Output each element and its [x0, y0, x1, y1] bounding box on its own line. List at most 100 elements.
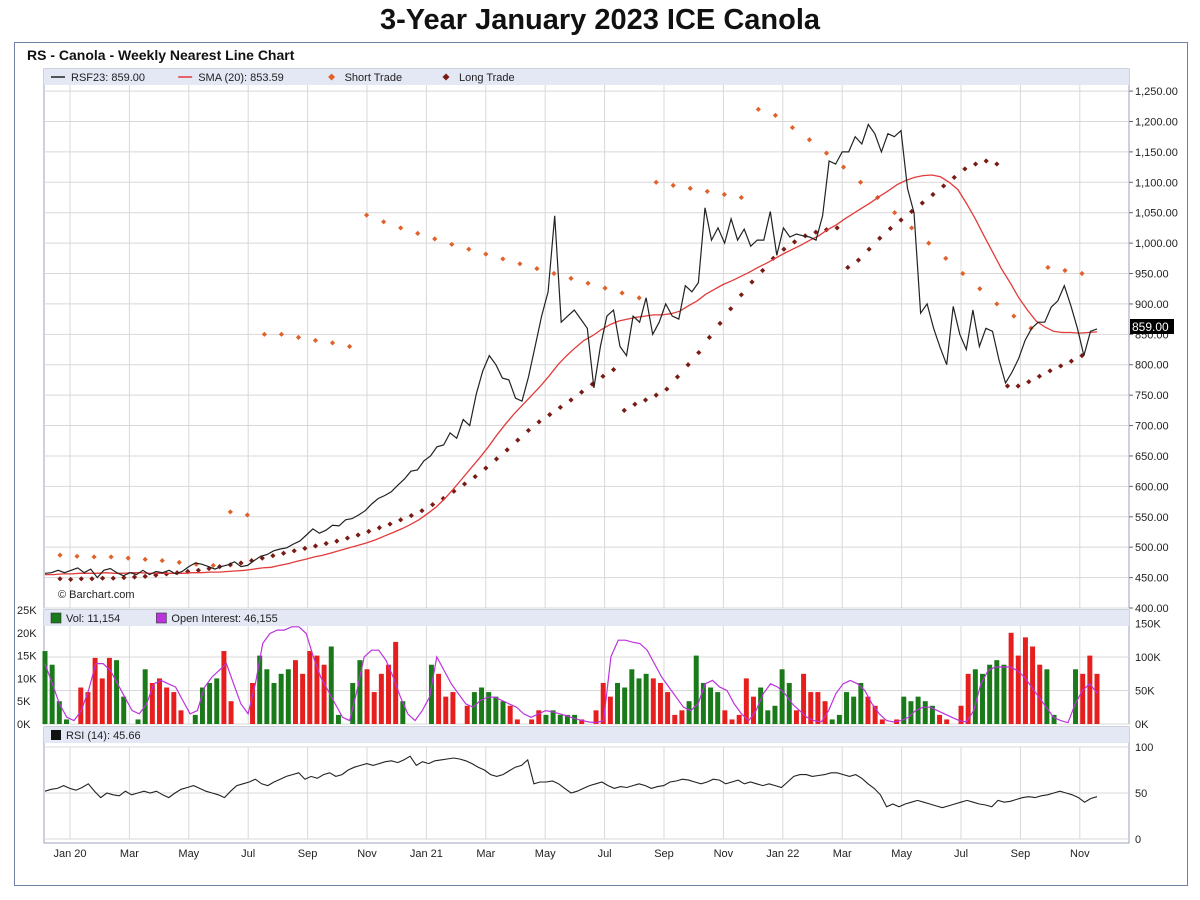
short-trade-marker [278, 331, 285, 337]
volume-bar [114, 660, 120, 724]
volume-bar [63, 719, 69, 724]
long-trade-marker [355, 532, 361, 538]
x-tick-label: Jul [598, 848, 612, 860]
y-tick-label: 700.00 [1135, 421, 1169, 433]
y-tick-label: 750.00 [1135, 390, 1169, 402]
rsi-tick-label: 50 [1135, 788, 1147, 800]
volume-bar [822, 701, 828, 724]
last-price-box [1130, 319, 1174, 334]
open-interest-right-axis: 150K 100K 50K 0K [1135, 618, 1161, 731]
volume-bar [428, 664, 434, 724]
y-tick-label: 1,150.00 [1135, 147, 1178, 159]
short-trade-marker [483, 251, 489, 257]
long-trade-marker [376, 525, 382, 531]
y-tick-label: 1,250.00 [1135, 86, 1178, 98]
price-grid [44, 85, 1129, 609]
volume-bar [1073, 669, 1079, 724]
x-tick-label: Jul [954, 848, 968, 860]
y-tick-label: 550.00 [1135, 512, 1169, 524]
x-tick-label: May [891, 848, 912, 860]
y-tick-label: 1,000.00 [1135, 238, 1178, 250]
volume-bar [300, 673, 306, 724]
short-trade-marker [909, 225, 915, 231]
volume-bar [221, 651, 227, 724]
x-tick-label: Jan 21 [410, 848, 443, 860]
long-trade-marker [1015, 383, 1021, 389]
long-trade-marker [323, 540, 329, 547]
volume-bar [436, 673, 442, 724]
short-trade-marker [1011, 313, 1017, 319]
rsi-legend-bar [44, 727, 1129, 743]
legend-label: Long Trade [459, 72, 515, 84]
volume-bar [736, 714, 742, 724]
volume-bar [657, 682, 663, 724]
volume-bar [801, 673, 807, 724]
volume-bar [335, 714, 341, 724]
x-tick-label: Mar [476, 848, 495, 860]
price-legend-bar [44, 69, 1129, 85]
short-trade-marker [159, 557, 165, 564]
short-trade-marker [176, 559, 182, 565]
volume-bar [765, 710, 771, 724]
x-tick-label: Jul [241, 848, 255, 860]
volume-bar [1094, 673, 1100, 724]
short-trade-marker [1028, 325, 1034, 331]
long-trade-marker [610, 367, 617, 373]
short-trade-marker [466, 246, 472, 252]
volume-bar [679, 710, 685, 724]
price-line [44, 123, 1098, 579]
volume-bar [464, 705, 470, 724]
long-trade-marker [451, 488, 457, 494]
long-trade-marker [131, 574, 138, 580]
x-tick-label: Mar [833, 848, 852, 860]
long-trade-marker [781, 246, 787, 252]
legend-swatch [442, 73, 450, 81]
volume-bar [786, 682, 792, 724]
volume-bar [157, 678, 162, 724]
short-trade-marker [329, 340, 336, 346]
short-trade-marker [892, 210, 898, 216]
short-trade-marker [926, 240, 932, 246]
long-trade-marker [919, 200, 925, 206]
short-trade-marker [585, 280, 591, 286]
chart-title: RS - Canola - Weekly Nearest Line Chart [27, 47, 295, 63]
volume-bar [665, 692, 671, 724]
volume-tick-label: 10K [17, 673, 37, 685]
x-tick-label: May [178, 848, 199, 860]
short-trade-marker [568, 275, 574, 281]
long-trade-marker [632, 401, 638, 407]
volume-bar [593, 710, 599, 724]
volume-bar [858, 682, 864, 724]
source-label: © Barchart.com [58, 589, 135, 601]
short-trade-marker [857, 179, 864, 185]
long-trade-marker [791, 239, 798, 245]
x-tick-label: Sep [654, 848, 674, 860]
volume-bar [557, 714, 563, 724]
short-trade-marker [602, 285, 608, 291]
long-trade-marker [951, 174, 957, 181]
x-tick-label: Jan 22 [766, 848, 799, 860]
long-trade-marker [1058, 363, 1064, 369]
volume-bar [529, 719, 535, 724]
volume-tick-label: 25K [17, 605, 37, 617]
legend-label: SMA (20): 853.59 [198, 72, 284, 84]
long-trade-marker [547, 412, 553, 418]
long-trade-marker [664, 386, 670, 392]
long-trade-marker [493, 456, 500, 462]
long-trade-markers [57, 158, 1085, 583]
short-trade-marker [960, 270, 966, 277]
legend-label: Short Trade [345, 72, 402, 84]
price-y-axis: 1,250.00 1,200.00 1,150.00 1,100.00 1,050.00… [1129, 86, 1178, 615]
long-trade-marker [89, 576, 95, 582]
volume-bar [944, 719, 950, 724]
short-trade-marker [449, 241, 455, 247]
volume-bar [758, 687, 764, 724]
short-trade-marker [823, 150, 830, 156]
long-trade-marker [1026, 379, 1032, 385]
short-trade-marker [312, 337, 319, 344]
rsi-panel [43, 726, 1130, 844]
volume-bar [579, 719, 585, 724]
volume-bar [350, 682, 356, 724]
short-trade-marker [670, 182, 676, 188]
volume-bar [686, 701, 692, 724]
